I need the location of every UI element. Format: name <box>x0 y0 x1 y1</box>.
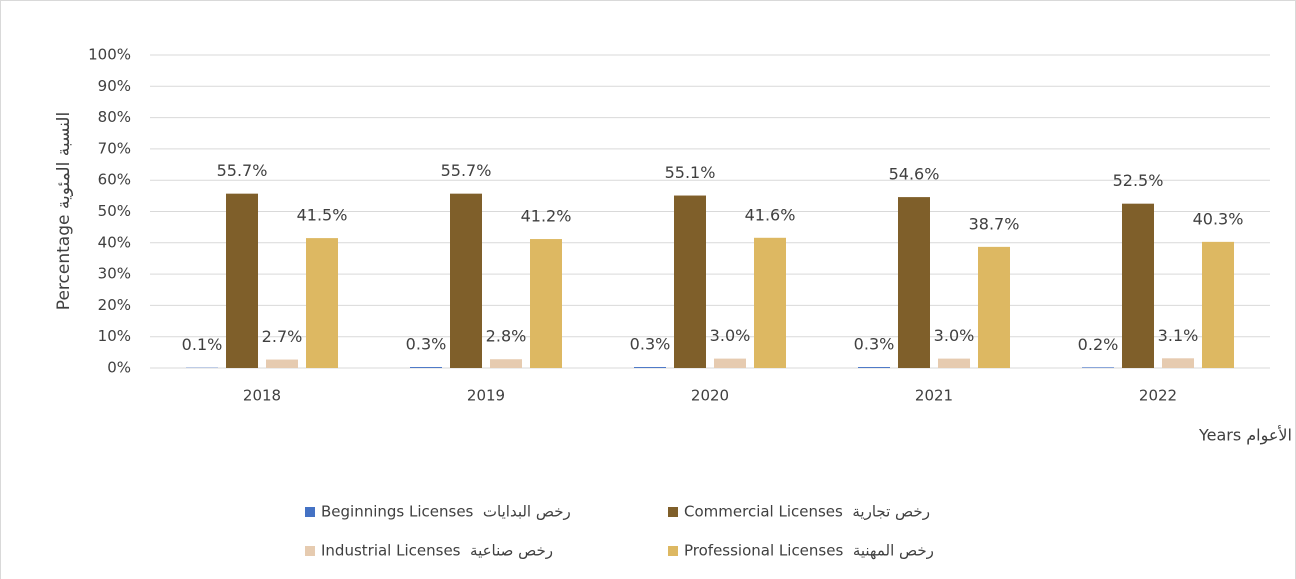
y-tick-label: 90% <box>98 77 131 95</box>
y-tick-label: 20% <box>98 296 131 314</box>
y-tick-label: 60% <box>98 171 131 189</box>
y-tick-label: 50% <box>98 202 131 220</box>
data-label: 0.1% <box>182 335 223 354</box>
data-label: 55.7% <box>217 161 268 180</box>
data-label: 38.7% <box>969 214 1020 233</box>
bar <box>858 367 890 368</box>
data-label: 40.3% <box>1193 209 1244 228</box>
y-tick-label: 10% <box>98 327 131 345</box>
data-label: 55.1% <box>665 163 716 182</box>
legend-swatch <box>305 507 315 517</box>
bar <box>1202 241 1234 368</box>
x-tick-label: 2022 <box>1139 387 1177 405</box>
data-label: 2.8% <box>486 327 527 346</box>
data-label: 41.2% <box>521 207 572 226</box>
data-label: 0.2% <box>1078 335 1119 354</box>
bar <box>898 197 930 368</box>
x-axis-label: Years الأعوام <box>1198 425 1292 446</box>
bar <box>410 367 442 368</box>
x-tick-label: 2021 <box>915 387 953 405</box>
bar <box>226 193 258 368</box>
legend-swatch <box>668 507 678 517</box>
x-tick-label: 2019 <box>467 387 505 405</box>
y-tick-label: 100% <box>88 46 131 64</box>
bar <box>714 358 746 368</box>
x-tick-label: 2020 <box>691 387 729 405</box>
data-label: 0.3% <box>406 335 447 354</box>
bar <box>1082 367 1114 368</box>
bar <box>306 238 338 368</box>
bar <box>450 193 482 368</box>
data-label: 3.1% <box>1158 326 1199 345</box>
bar <box>266 359 298 368</box>
legend-swatch <box>668 546 678 556</box>
bar <box>490 359 522 368</box>
bar <box>1122 203 1154 368</box>
y-tick-label: 0% <box>107 359 131 377</box>
legend-label: Commercial Licenses رخص تجارية <box>684 503 930 521</box>
data-label: 2.7% <box>262 327 303 346</box>
bar <box>938 358 970 368</box>
legend-label: Beginnings Licenses رخص البدايات <box>321 503 571 521</box>
y-tick-label: 70% <box>98 139 131 157</box>
y-tick-label: 80% <box>98 108 131 126</box>
data-label: 0.3% <box>854 335 895 354</box>
legend-label: Professional Licenses رخص المهنية <box>684 542 934 560</box>
legend-swatch <box>305 546 315 556</box>
bar <box>530 239 562 368</box>
legend-label: Industrial Licenses رخص صناعية <box>321 542 553 560</box>
y-tick-label: 40% <box>98 233 131 251</box>
x-tick-label: 2018 <box>243 387 281 405</box>
data-label: 0.3% <box>630 335 671 354</box>
bar <box>754 237 786 368</box>
data-label: 3.0% <box>934 326 975 345</box>
y-tick-label: 30% <box>98 265 131 283</box>
bar <box>978 246 1010 368</box>
data-label: 41.5% <box>297 206 348 225</box>
bar <box>674 195 706 368</box>
data-label: 41.6% <box>745 205 796 224</box>
y-axis-label: Percentage النسبة المئوية <box>54 112 74 310</box>
bar <box>1162 358 1194 368</box>
data-label: 52.5% <box>1113 171 1164 190</box>
bar <box>634 367 666 368</box>
data-label: 54.6% <box>889 165 940 184</box>
data-label: 3.0% <box>710 326 751 345</box>
data-label: 55.7% <box>441 161 492 180</box>
